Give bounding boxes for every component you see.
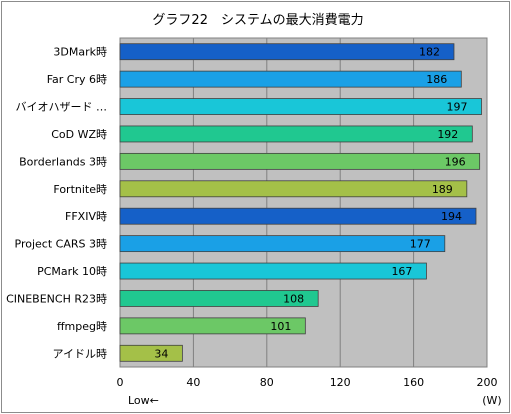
category-label: バイオハザード … — [16, 101, 108, 114]
grid-lines — [192, 38, 415, 367]
category-label: CINEBENCH R23時 — [6, 292, 107, 305]
x-tick-label: 40 — [186, 376, 200, 389]
category-label: Far Cry 6時 — [47, 73, 107, 86]
bar — [119, 317, 306, 335]
bar-value-label: 196 — [445, 155, 466, 168]
bar-value-label: 101 — [270, 320, 291, 333]
category-label: Fortnite時 — [53, 183, 107, 196]
bar — [119, 98, 482, 115]
bar — [119, 125, 473, 143]
bar-value-label: 189 — [432, 183, 453, 196]
bar — [119, 344, 183, 362]
x-tick-label: 200 — [477, 376, 498, 389]
bar-value-label: 197 — [446, 101, 467, 114]
bar — [119, 152, 481, 170]
bar — [119, 180, 468, 198]
x-tick-label: 120 — [330, 376, 351, 389]
bar — [119, 290, 319, 307]
category-label: ffmpeg時 — [57, 320, 107, 333]
bar — [119, 43, 455, 61]
chart-title: グラフ22 システムの最大消費電力 — [152, 13, 363, 28]
x-tick-label: 0 — [117, 376, 124, 389]
bar-value-label: 108 — [283, 292, 304, 305]
bar-value-label: 167 — [391, 265, 412, 278]
x-tick-label: 80 — [260, 376, 274, 389]
bar-value-label: 194 — [441, 210, 462, 223]
category-label: Project CARS 3時 — [15, 238, 107, 251]
bar-value-label: 34 — [154, 347, 168, 360]
plot-area — [119, 37, 488, 368]
bar-value-label: 182 — [419, 46, 440, 59]
category-label: Borderlands 3時 — [19, 155, 107, 168]
category-label: PCMark 10時 — [37, 265, 107, 278]
bar-value-label: 186 — [426, 73, 447, 86]
x-tick-labels: 0 40 80 120 160 200 — [117, 376, 498, 389]
category-label: アイドル時 — [53, 347, 107, 360]
category-label: FFXIV時 — [65, 210, 107, 223]
bar — [119, 207, 477, 225]
low-direction-note: Low← — [128, 394, 159, 407]
bar-value-label: 192 — [437, 128, 458, 141]
bar — [119, 235, 446, 253]
category-label: 3DMark時 — [53, 46, 107, 59]
bar — [119, 262, 427, 280]
x-unit-label: (W) — [482, 394, 501, 407]
bar-value-label: 177 — [410, 238, 431, 251]
bars: 182 186 197 192 196 189 194 177 167 108 101 34 — [119, 43, 482, 362]
x-tick-label: 160 — [403, 376, 424, 389]
category-label: CoD WZ時 — [51, 128, 107, 141]
bar — [119, 70, 462, 88]
